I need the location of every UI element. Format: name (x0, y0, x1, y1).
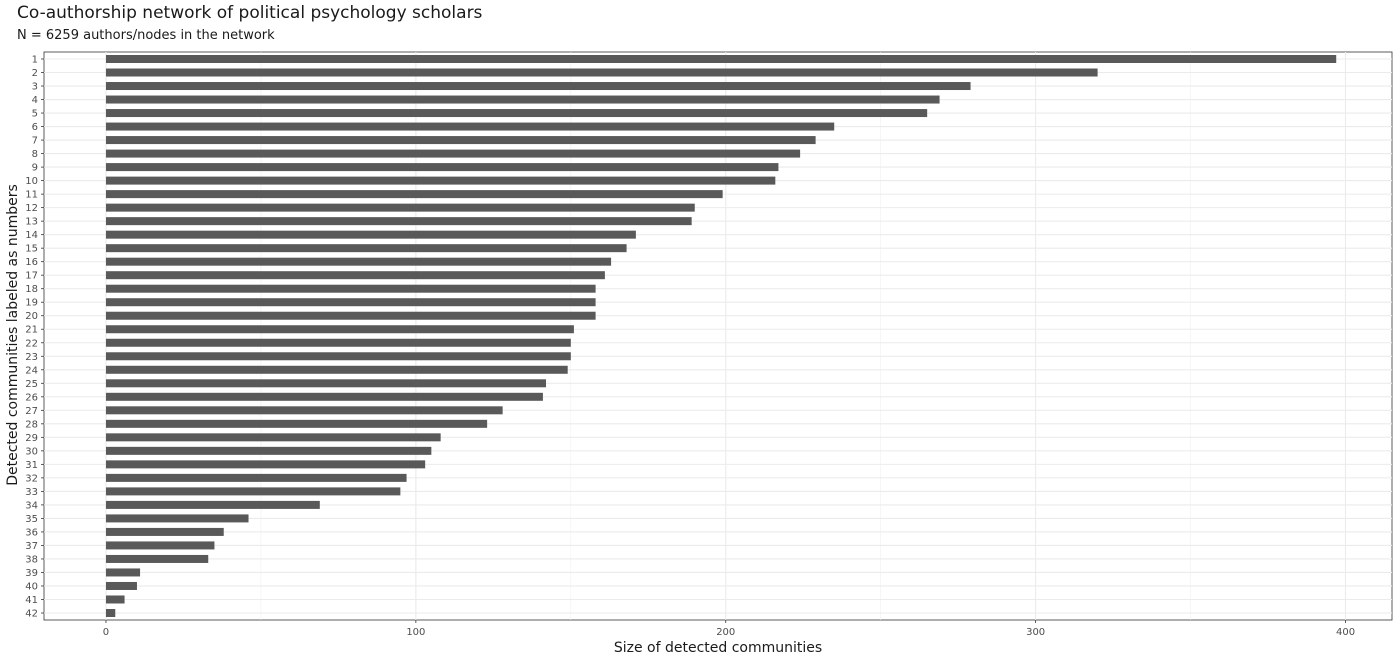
y-tick-label: 39 (25, 568, 38, 579)
bar-community-38 (105, 554, 209, 563)
y-tick-label: 32 (25, 473, 38, 484)
bar-community-20 (105, 311, 596, 320)
bar-community-12 (105, 203, 695, 212)
bar-community-11 (105, 190, 723, 199)
bar-community-15 (105, 244, 627, 253)
y-tick-label: 20 (25, 311, 38, 322)
bar-community-5 (105, 109, 928, 118)
y-tick-label: 18 (25, 284, 38, 295)
bar-community-19 (105, 298, 596, 307)
bar-community-30 (105, 446, 432, 455)
y-tick-label: 31 (25, 460, 38, 471)
y-axis-title: Detected communities labeled as numbers (5, 184, 21, 486)
bar-community-13 (105, 217, 692, 226)
bar-community-41 (105, 595, 125, 604)
y-tick-label: 24 (25, 365, 38, 376)
y-tick-label: 38 (25, 554, 38, 565)
y-tick-label: 37 (25, 541, 38, 552)
bar-community-35 (105, 514, 249, 523)
y-tick-label: 6 (32, 122, 38, 133)
bar-community-33 (105, 487, 401, 496)
bar-community-4 (105, 95, 940, 104)
y-tick-label: 4 (32, 95, 38, 106)
y-tick-label: 17 (25, 271, 38, 282)
bar-community-9 (105, 163, 779, 172)
bar-community-37 (105, 541, 215, 550)
x-tick-label: 0 (103, 627, 109, 638)
plot-panel (43, 51, 1393, 621)
y-tick-label: 29 (25, 433, 38, 444)
bar-community-14 (105, 230, 636, 239)
y-tick-label: 36 (25, 527, 38, 538)
bar-community-29 (105, 433, 441, 442)
y-tick-label: 14 (25, 230, 38, 241)
y-tick-label: 11 (25, 190, 38, 201)
y-tick-label: 8 (32, 149, 38, 160)
bar-community-21 (105, 325, 574, 334)
bar-community-3 (105, 82, 971, 91)
y-tick-label: 12 (25, 203, 38, 214)
y-tick-label: 7 (32, 136, 38, 147)
bar-community-39 (105, 568, 141, 577)
y-tick-label: 30 (25, 446, 38, 457)
bar-community-32 (105, 473, 407, 482)
y-tick-label: 9 (32, 163, 38, 174)
bar-community-40 (105, 581, 137, 590)
x-tick-label: 200 (716, 627, 735, 638)
y-tick-label: 5 (32, 109, 38, 120)
bar-community-34 (105, 500, 320, 509)
bar-community-36 (105, 527, 224, 536)
x-tick-label: 300 (1026, 627, 1045, 638)
x-tick-label: 400 (1336, 627, 1355, 638)
y-tick-label: 22 (25, 338, 38, 349)
y-tick-label: 34 (25, 500, 38, 511)
y-tick-label: 35 (25, 514, 38, 525)
bars (105, 55, 1337, 617)
bar-community-24 (105, 365, 568, 374)
y-tick-label: 42 (25, 609, 38, 620)
bar-community-10 (105, 176, 776, 185)
y-tick-label: 13 (25, 217, 38, 228)
y-tick-label: 19 (25, 298, 38, 309)
y-tick-label: 33 (25, 487, 38, 498)
bar-community-18 (105, 284, 596, 293)
chart-title: Co-authorship network of political psych… (17, 3, 483, 23)
bar-community-25 (105, 379, 547, 388)
y-tick-label: 26 (25, 392, 38, 403)
y-tick-label: 23 (25, 352, 38, 363)
axes: 1234567891011121314151617181920212223242… (25, 55, 1355, 639)
bar-community-1 (105, 55, 1337, 63)
y-tick-label: 21 (25, 325, 38, 336)
y-tick-label: 1 (32, 55, 38, 66)
y-tick-label: 10 (25, 176, 38, 187)
bar-community-42 (105, 609, 116, 617)
y-tick-label: 27 (25, 406, 38, 417)
bar-community-31 (105, 460, 426, 469)
chart-subtitle: N = 6259 authors/nodes in the network (17, 28, 275, 43)
y-tick-label: 3 (32, 82, 38, 93)
y-tick-label: 15 (25, 244, 38, 255)
bar-community-17 (105, 271, 605, 280)
x-axis-title: Size of detected communities (614, 640, 822, 656)
bar-community-16 (105, 257, 612, 266)
bar-community-6 (105, 122, 835, 131)
y-tick-label: 28 (25, 419, 38, 430)
y-tick-label: 40 (25, 581, 38, 592)
bar-community-28 (105, 419, 488, 428)
bar-community-23 (105, 352, 571, 361)
bar-community-7 (105, 136, 816, 145)
bar-community-2 (105, 68, 1098, 77)
y-tick-label: 16 (25, 257, 38, 268)
x-tick-label: 100 (406, 627, 425, 638)
y-tick-label: 41 (25, 595, 38, 606)
y-tick-label: 2 (32, 68, 38, 79)
bar-community-26 (105, 392, 543, 401)
bar-community-22 (105, 338, 571, 347)
bar-community-27 (105, 406, 503, 415)
bar-community-8 (105, 149, 801, 158)
y-tick-label: 25 (25, 379, 38, 390)
